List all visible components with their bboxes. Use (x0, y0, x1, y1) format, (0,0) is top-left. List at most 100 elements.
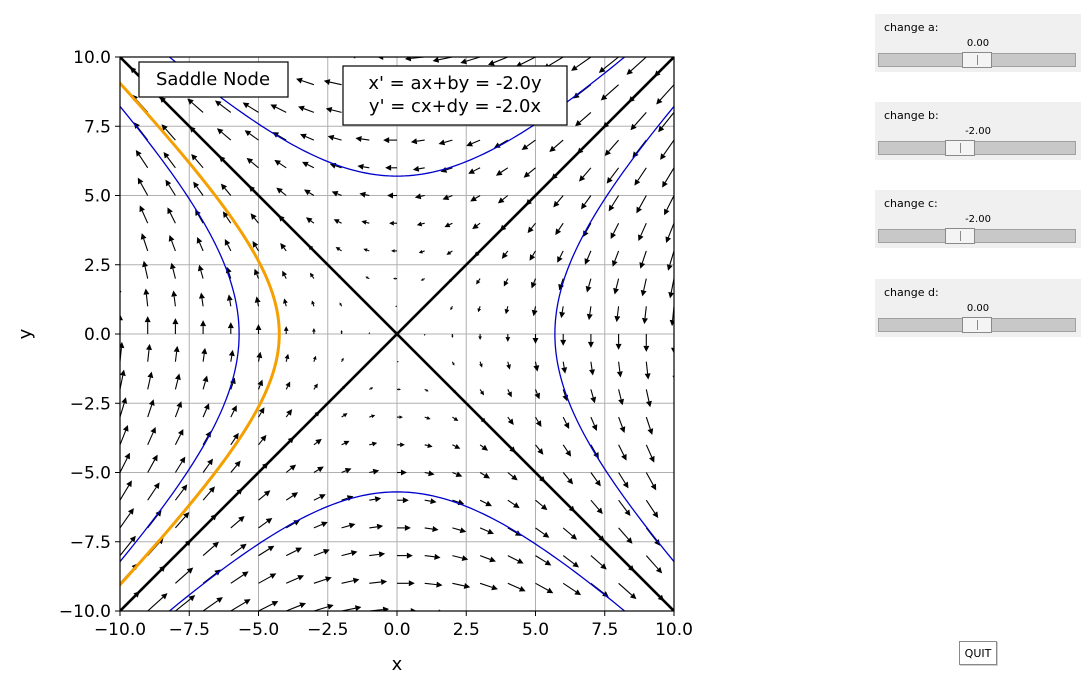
vector-arrow (639, 250, 647, 269)
vector-arrow (147, 371, 154, 390)
vector-arrow (397, 580, 415, 587)
x-tick-label: −10.0 (94, 620, 146, 640)
vector-arrow (244, 130, 259, 141)
slider-b-track[interactable] (878, 141, 1076, 155)
vector-arrow (424, 470, 435, 477)
vector-arrow (610, 222, 620, 240)
vector-arrow (608, 195, 620, 212)
vector-arrow (673, 472, 674, 474)
vector-arrow (584, 250, 592, 265)
vector-arrow (673, 417, 674, 420)
vector-arrow (424, 498, 437, 505)
slider-a-thumb[interactable] (962, 52, 992, 68)
vector-arrow (644, 361, 651, 380)
vector-arrow (352, 57, 370, 59)
vector-arrow (420, 278, 425, 281)
vector-arrow (504, 306, 510, 315)
vector-arrow (369, 579, 388, 585)
vector-arrow (397, 552, 413, 559)
vector-arrow (333, 219, 342, 224)
slider-b-thumb[interactable] (945, 140, 976, 156)
vector-arrow (452, 471, 463, 478)
vector-arrow (523, 167, 536, 178)
vector-arrow (313, 548, 330, 557)
vector-arrow (615, 334, 622, 350)
x-tick-label: −5.0 (238, 620, 279, 640)
vector-arrow (144, 316, 151, 334)
vector-arrow (645, 389, 652, 408)
vector-arrow (479, 555, 496, 563)
slider-c-track[interactable] (878, 229, 1076, 243)
vector-arrow (270, 104, 287, 113)
vector-arrow (309, 272, 315, 279)
vector-arrow (476, 278, 481, 285)
vector-arrow (120, 397, 128, 418)
control-label-d: change d: (884, 286, 939, 299)
vector-arrow (397, 608, 417, 611)
vector-arrow (451, 334, 454, 338)
vector-arrow (302, 161, 315, 169)
vector-arrow (230, 543, 247, 557)
vector-arrow (171, 290, 178, 307)
vector-arrow (246, 157, 259, 169)
vector-arrow (611, 250, 620, 267)
vector-arrow (391, 249, 397, 253)
vector-arrow (451, 361, 455, 366)
vector-arrow (285, 409, 293, 418)
vector-arrow (424, 334, 426, 336)
vector-arrow (341, 577, 360, 584)
vector-arrow (250, 213, 259, 224)
vector-arrow (230, 599, 251, 611)
vector-arrow (369, 387, 374, 390)
vector-arrow (230, 516, 245, 529)
vector-arrow (146, 343, 152, 362)
vector-arrow (446, 250, 453, 255)
equation-box: x' = ax+by = -2.0y y' = cx+dy = -2.0x (342, 65, 568, 126)
vector-arrow (147, 482, 160, 501)
vector-arrow (224, 239, 232, 252)
vector-arrow (140, 233, 149, 252)
vector-arrow (562, 444, 572, 457)
slider-c-thumb[interactable] (945, 228, 976, 244)
slider-d-thumb[interactable] (962, 317, 992, 333)
vector-arrow (534, 389, 541, 400)
vector-arrow (571, 57, 592, 71)
vector-arrow (488, 57, 509, 66)
vector-arrow (230, 432, 239, 446)
trajectory (120, 81, 281, 587)
y-tick-label: 10.0 (73, 48, 111, 68)
vector-arrow (470, 195, 481, 202)
vector-arrow (311, 57, 314, 58)
vector-arrow (313, 494, 326, 501)
y-tick-label: −2.5 (70, 394, 111, 414)
vector-arrow (397, 469, 407, 476)
vector-arrow (283, 326, 289, 334)
vector-arrow (432, 57, 453, 63)
x-tick-label: 2.5 (453, 620, 480, 640)
vector-arrow (479, 361, 483, 368)
vector-arrow (589, 361, 596, 376)
vector-arrow (147, 454, 158, 473)
vector-arrow (590, 499, 603, 515)
axis-ticks: −10.0 −7.5 −5.0 −2.5 0.0 2.5 5.0 7.5 10.0 −10.0 −7… (59, 48, 693, 640)
vector-arrow (673, 500, 674, 502)
control-panel-d: change d: 0.00 (875, 279, 1081, 337)
vector-arrow (507, 416, 514, 426)
eigenline (120, 57, 674, 611)
vector-arrow (645, 444, 655, 463)
vector-arrow (120, 535, 136, 556)
vector-arrow (120, 508, 134, 529)
vector-arrow (120, 166, 121, 168)
vector-arrow (618, 527, 633, 544)
vector-arrow (618, 389, 625, 406)
vector-arrow (479, 389, 485, 396)
vector-arrow (202, 430, 212, 446)
vector-arrow (555, 222, 564, 236)
vector-arrow (323, 79, 342, 86)
vector-arrow (645, 416, 654, 435)
vector-arrow (147, 593, 168, 611)
vector-arrow (630, 112, 647, 131)
quit-button[interactable]: QUIT (959, 641, 997, 665)
vector-arrow (590, 472, 601, 487)
x-tick-label: 10.0 (655, 620, 693, 640)
